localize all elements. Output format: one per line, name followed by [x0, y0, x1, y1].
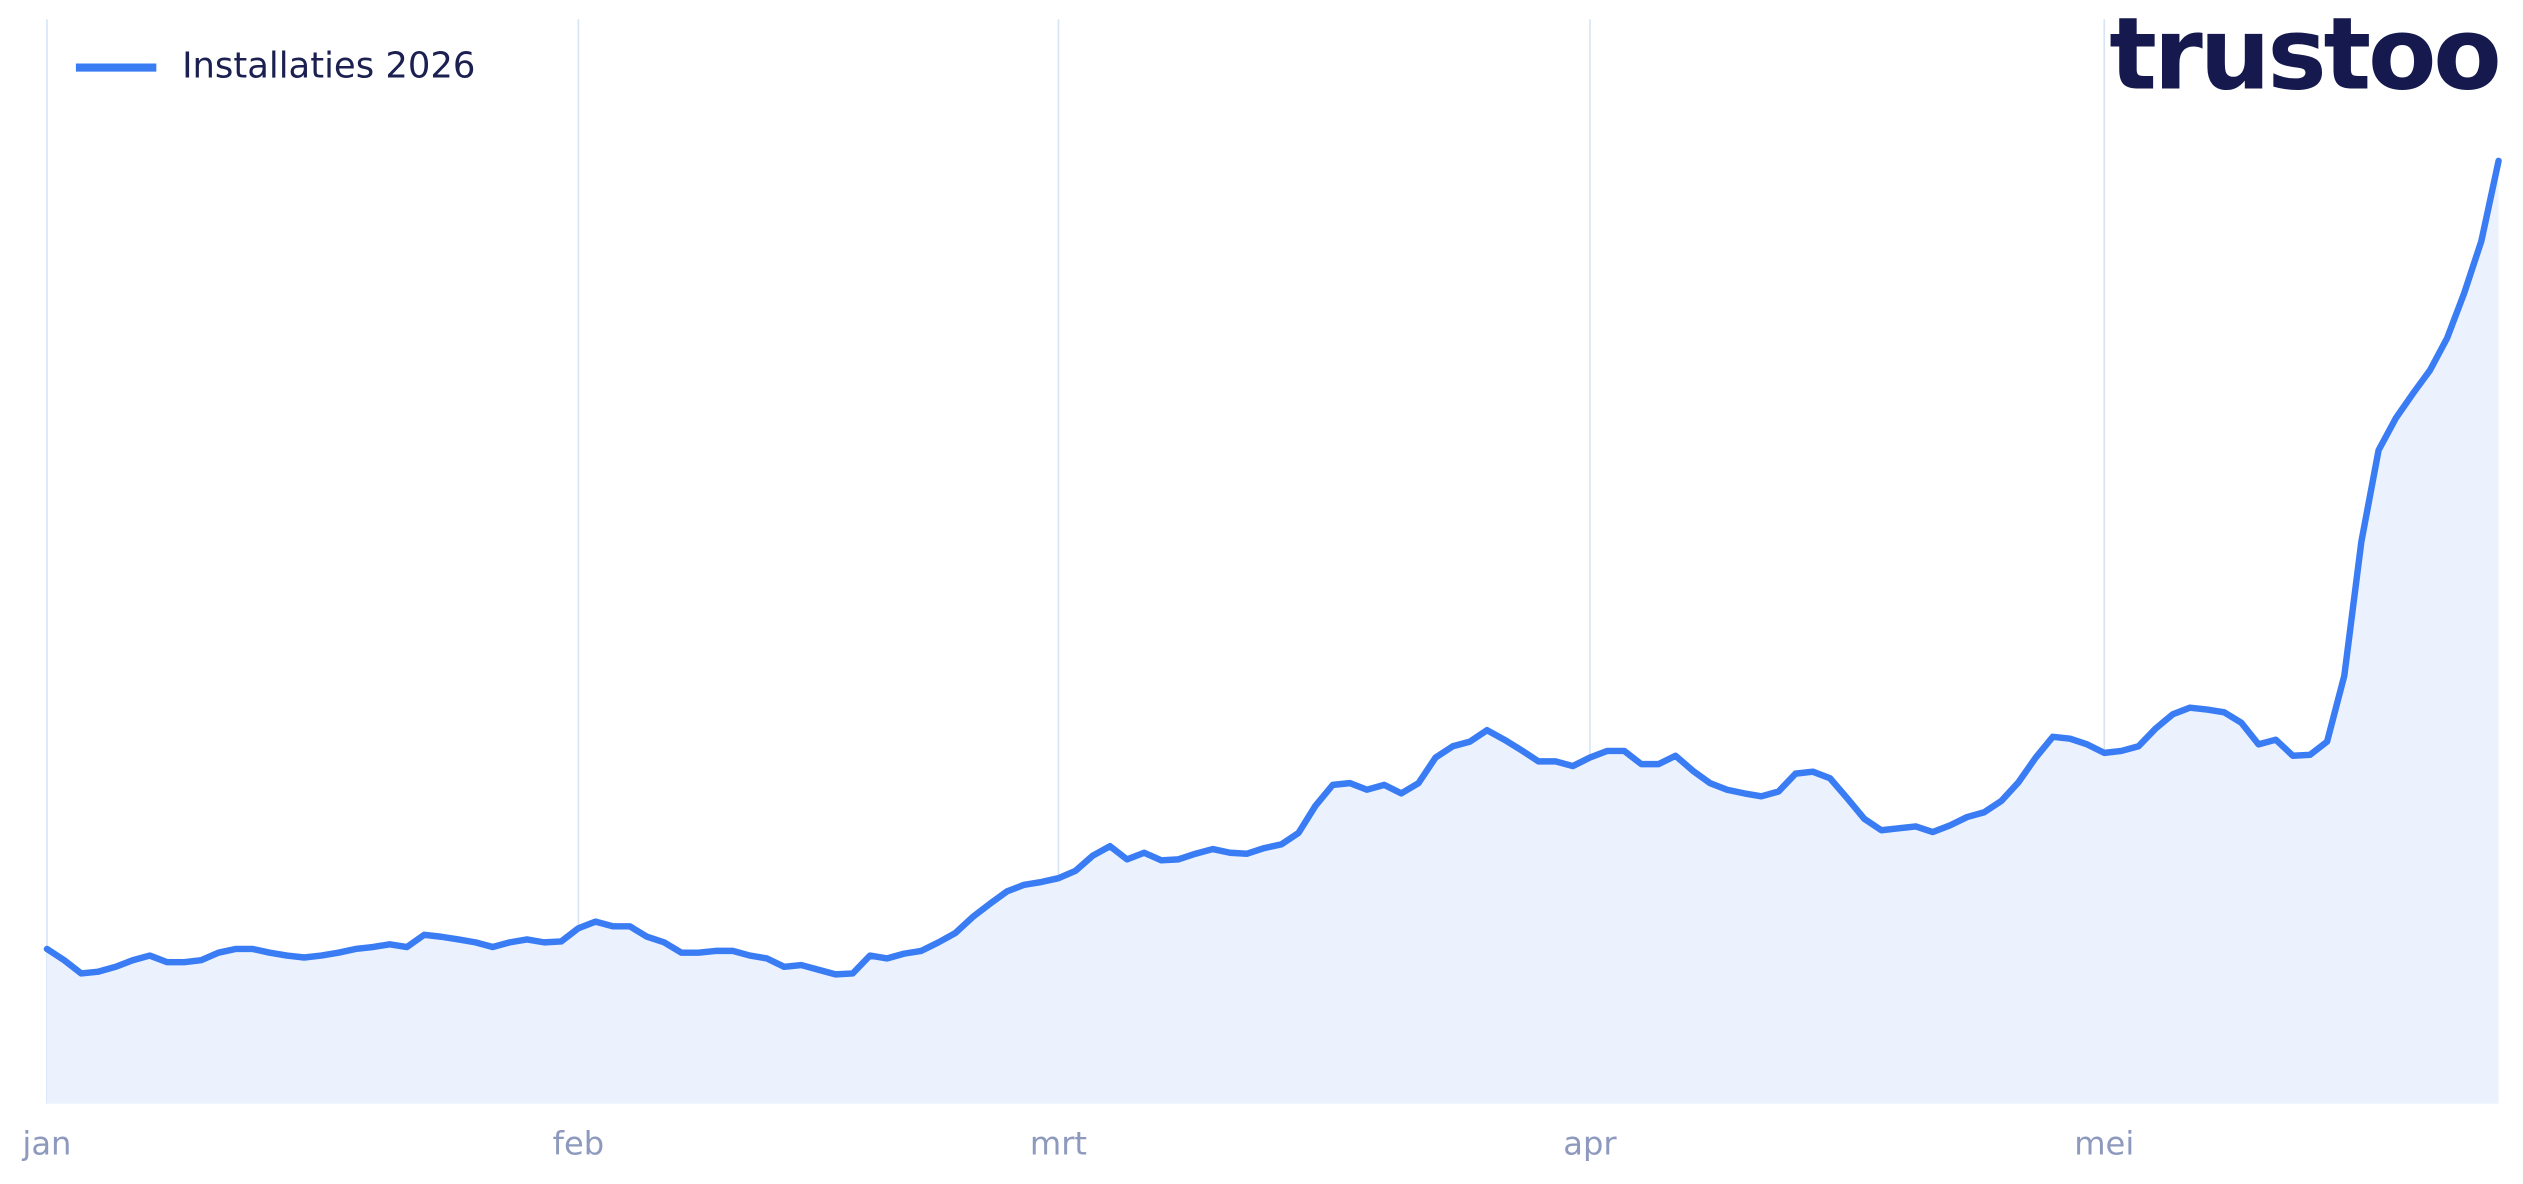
series-line — [43, 157, 2502, 978]
x-tick-label: mrt — [1030, 1124, 1087, 1162]
x-tick-label: feb — [553, 1124, 605, 1162]
logo: trustoo — [2109, 0, 2498, 112]
x-tick-label: jan — [21, 1124, 71, 1162]
legend-label: Installaties 2026 — [182, 46, 475, 87]
plot: jan feb mrt apr mei — [21, 19, 2502, 1162]
x-tick-label: apr — [1563, 1124, 1617, 1162]
area-fill — [46, 160, 2499, 1104]
x-tick-label: mei — [2074, 1124, 2134, 1162]
